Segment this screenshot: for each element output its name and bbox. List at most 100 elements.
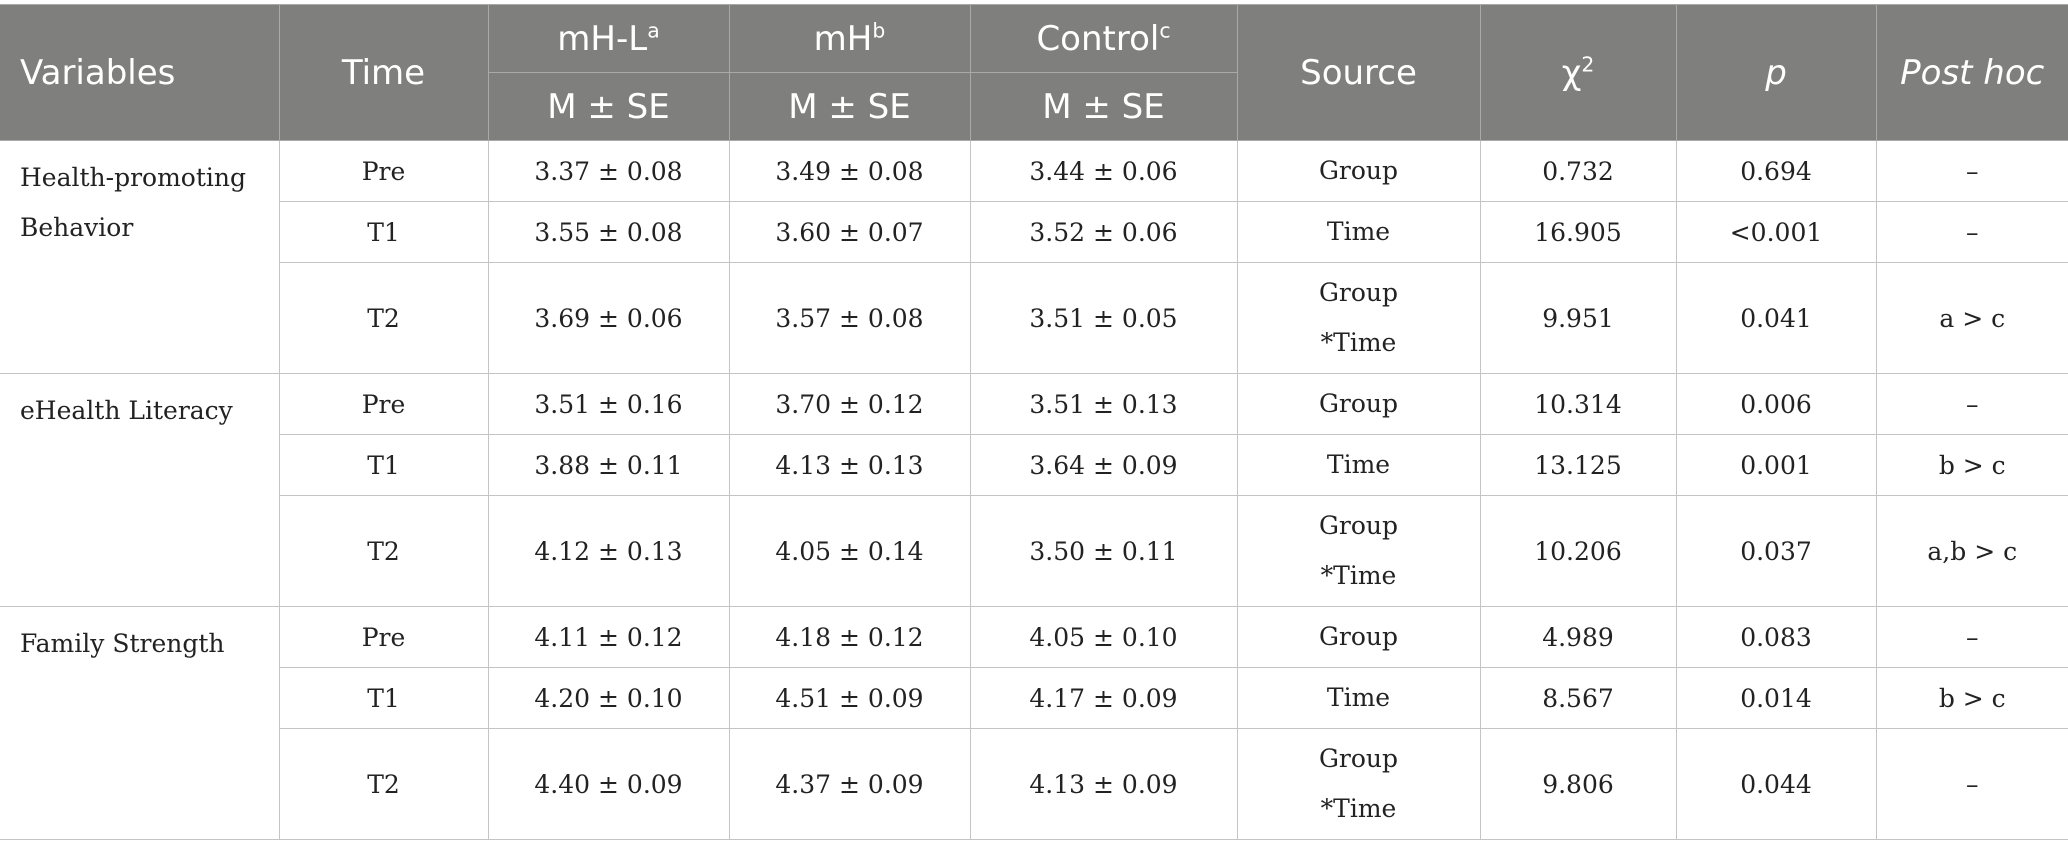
mh-value: 4.37 ± 0.09 [728, 728, 971, 840]
time-cell: T1 [278, 201, 489, 263]
p-value: 0.041 [1675, 262, 1877, 374]
mh-l-value: 3.37 ± 0.08 [487, 140, 730, 202]
source-cell: Time [1236, 201, 1481, 263]
source-cell: Group [1236, 373, 1481, 435]
mh-value: 3.60 ± 0.07 [728, 201, 971, 263]
control-value: 3.50 ± 0.11 [969, 495, 1238, 607]
control-value: 3.51 ± 0.05 [969, 262, 1238, 374]
header-row-1: Variables Time mH-La mHb Controlc Source… [0, 4, 2068, 141]
source-line-1: Group [1318, 744, 1399, 773]
time-cell: T2 [278, 495, 489, 607]
table-row: Health-promoting Behavior Pre 3.37 ± 0.08 3… [0, 140, 2068, 374]
table-row: T2 3.69 ± 0.06 3.57 ± 0.08 3.51 ± 0.05 Group… [0, 262, 2068, 374]
source-cell: Group [1236, 606, 1481, 668]
mh-value: 4.51 ± 0.09 [728, 667, 971, 729]
mh-l-value: 4.12 ± 0.13 [487, 495, 730, 607]
chi-square-value: 16.905 [1479, 201, 1677, 263]
table-row: T1 3.88 ± 0.11 4.13 ± 0.13 3.64 ± 0.09 Time 1… [0, 434, 2068, 496]
source-line-1: Group [1318, 278, 1399, 307]
mh-l-value: 3.88 ± 0.11 [487, 434, 730, 496]
chi-square-value: 9.951 [1479, 262, 1677, 374]
control-value: 3.52 ± 0.06 [969, 201, 1238, 263]
posthoc-header: Post hoc [1875, 4, 2068, 141]
chi-square-value: 0.732 [1479, 140, 1677, 202]
stat-c-header: M ± SE [969, 72, 1237, 141]
table-row: T2 4.12 ± 0.13 4.05 ± 0.14 3.50 ± 0.11 Group… [0, 495, 2068, 607]
control-value: 3.64 ± 0.09 [969, 434, 1238, 496]
control-value: 3.44 ± 0.06 [969, 140, 1238, 202]
p-value: 0.014 [1675, 667, 1877, 729]
posthoc-value: a > c [1875, 262, 2068, 374]
source-cell: Group [1236, 140, 1481, 202]
group-b-header: mHb [728, 4, 971, 73]
mh-value: 3.49 ± 0.08 [728, 140, 971, 202]
posthoc-value: – [1875, 201, 2068, 263]
chi-square-value: 13.125 [1479, 434, 1677, 496]
chi-square-value: 10.314 [1479, 373, 1677, 435]
source-line-2: *Time [1320, 561, 1397, 590]
table-body: Health-promoting Behavior Pre 3.37 ± 0.08 3… [0, 140, 2068, 840]
mh-value: 3.57 ± 0.08 [728, 262, 971, 374]
control-value: 4.13 ± 0.09 [969, 728, 1238, 840]
time-cell: T1 [278, 434, 489, 496]
source-cell: Group *Time [1236, 262, 1481, 374]
chi-square-value: 4.989 [1479, 606, 1677, 668]
chi-square-header: χ2 [1479, 4, 1677, 141]
control-value: 4.17 ± 0.09 [969, 667, 1238, 729]
time-cell: T2 [278, 728, 489, 840]
posthoc-value: b > c [1875, 434, 2068, 496]
time-cell: T1 [278, 667, 489, 729]
p-value: 0.037 [1675, 495, 1877, 607]
mh-l-value: 3.51 ± 0.16 [487, 373, 730, 435]
variables-header: Variables [0, 4, 280, 141]
mh-l-value: 3.55 ± 0.08 [487, 201, 730, 263]
time-cell: Pre [278, 606, 489, 668]
posthoc-value: a,b > c [1875, 495, 2068, 607]
posthoc-value: – [1875, 140, 2068, 202]
posthoc-value: b > c [1875, 667, 2068, 729]
source-cell: Group *Time [1236, 495, 1481, 607]
mh-l-value: 3.69 ± 0.06 [487, 262, 730, 374]
p-value: 0.694 [1675, 140, 1877, 202]
stat-b-header: M ± SE [728, 72, 971, 141]
time-header: Time [278, 4, 489, 141]
posthoc-value: – [1875, 606, 2068, 668]
mh-value: 4.13 ± 0.13 [728, 434, 971, 496]
posthoc-value: – [1875, 728, 2068, 840]
posthoc-value: – [1875, 373, 2068, 435]
variable-name: Family Strength [0, 606, 280, 840]
source-line-1: Group [1318, 156, 1399, 185]
p-value: 0.083 [1675, 606, 1877, 668]
source-cell: Group *Time [1236, 728, 1481, 840]
source-cell: Time [1236, 667, 1481, 729]
table-row: Family Strength Pre 4.11 ± 0.12 4.18 ± 0.12… [0, 606, 2068, 840]
p-value: 0.044 [1675, 728, 1877, 840]
p-header: p [1675, 4, 1877, 141]
source-line-1: Group [1318, 389, 1399, 418]
table-row: T1 4.20 ± 0.10 4.51 ± 0.09 4.17 ± 0.09 Time 8… [0, 667, 2068, 729]
p-value: <0.001 [1675, 201, 1877, 263]
p-value: 0.006 [1675, 373, 1877, 435]
table-row: eHealth Literacy Pre 3.51 ± 0.16 3.70 ± 0.1… [0, 373, 2068, 607]
source-line-2: *Time [1320, 328, 1397, 357]
mh-value: 3.70 ± 0.12 [728, 373, 971, 435]
table-row: T2 4.40 ± 0.09 4.37 ± 0.09 4.13 ± 0.09 Group… [0, 728, 2068, 840]
results-table: Variables Time mH-La mHb Controlc Source… [0, 4, 2068, 840]
p-value: 0.001 [1675, 434, 1877, 496]
source-line-1: Time [1326, 683, 1391, 712]
chi-square-value: 10.206 [1479, 495, 1677, 607]
control-value: 4.05 ± 0.10 [969, 606, 1238, 668]
mh-l-value: 4.11 ± 0.12 [487, 606, 730, 668]
chi-square-value: 8.567 [1479, 667, 1677, 729]
variable-name: Health-promoting Behavior [0, 140, 280, 374]
stat-a-header: M ± SE [488, 72, 730, 141]
chi-square-value: 9.806 [1479, 728, 1677, 840]
table-row: T1 3.55 ± 0.08 3.60 ± 0.07 3.52 ± 0.06 Time 1… [0, 201, 2068, 263]
source-line-1: Group [1318, 622, 1399, 651]
source-line-1: Time [1326, 450, 1391, 479]
mh-l-value: 4.20 ± 0.10 [487, 667, 730, 729]
group-a-header: mH-La [487, 4, 730, 73]
source-cell: Time [1236, 434, 1481, 496]
mh-l-value: 4.40 ± 0.09 [487, 728, 730, 840]
control-value: 3.51 ± 0.13 [969, 373, 1238, 435]
